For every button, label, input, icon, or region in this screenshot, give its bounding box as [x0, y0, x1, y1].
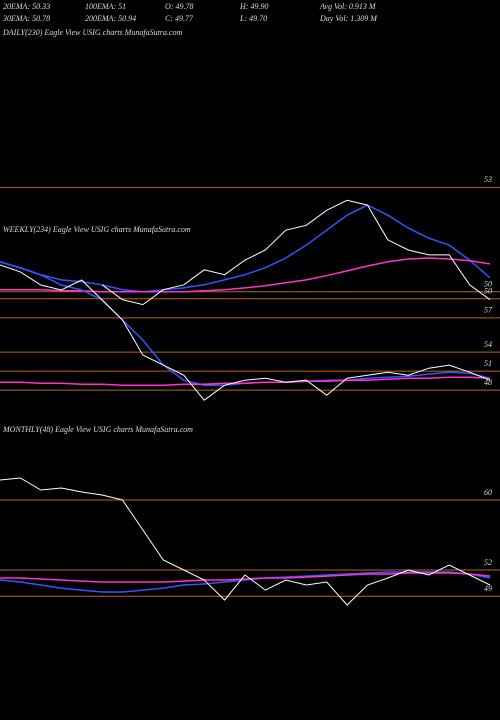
y-tick-label: 53	[484, 175, 492, 184]
header-stat: 20EMA: 50.33	[3, 2, 50, 11]
header-stat: 200EMA: 50.94	[85, 14, 136, 23]
price-line	[101, 199, 491, 306]
y-tick-label: 50	[484, 280, 492, 289]
price-line	[0, 264, 491, 401]
y-tick-label: 51	[484, 359, 492, 368]
y-tick-label: 60	[484, 488, 492, 497]
header-stat: Day Vol: 1.309 M	[319, 14, 378, 23]
header-stat: 30EMA: 50.78	[2, 14, 50, 23]
header-stat: 100EMA: 51	[85, 2, 126, 11]
header-stat: O: 49.78	[165, 2, 193, 11]
y-tick-label: 52	[484, 558, 492, 567]
header-stat: Avg Vol: 0.913 M	[319, 2, 377, 11]
price-line	[0, 477, 491, 606]
y-tick-label: 50	[484, 287, 492, 296]
header-stat: L: 49.70	[239, 14, 267, 23]
price-line	[0, 376, 491, 386]
header-stat: C: 49.77	[165, 14, 194, 23]
panel-title: MONTHLY(48) Eagle View USIG charts Munaf…	[2, 425, 193, 434]
header-stat: H: 49.90	[239, 2, 268, 11]
panel-title: WEEKLY(234) Eagle View USIG charts Munaf…	[3, 225, 191, 234]
y-tick-label: 54	[484, 340, 492, 349]
y-tick-label: 57	[484, 306, 493, 315]
price-line	[0, 572, 491, 583]
price-line	[0, 204, 491, 293]
y-tick-label: 48	[484, 378, 492, 387]
y-tick-label: 49	[484, 584, 492, 593]
price-line	[0, 571, 491, 593]
panel-title: DAILY(230) Eagle View USIG charts Munafa…	[2, 28, 182, 37]
